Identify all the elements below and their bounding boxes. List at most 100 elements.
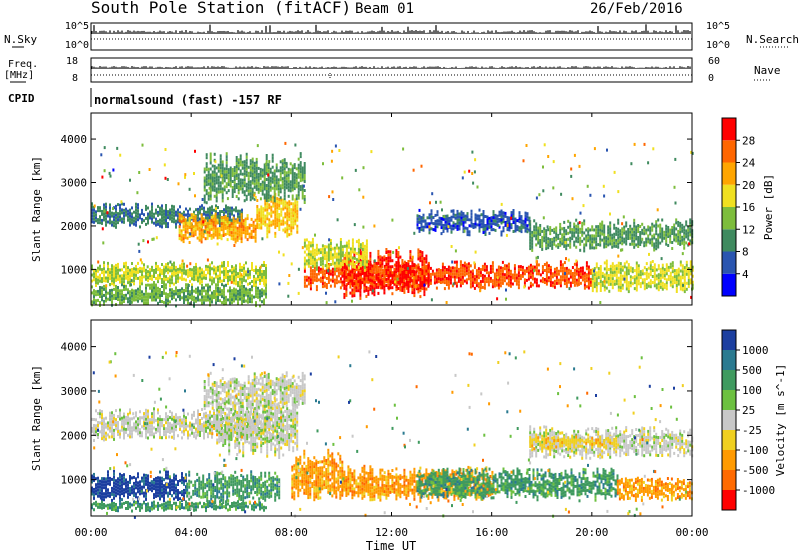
heatmap-cell: [165, 269, 167, 273]
heatmap-cell: [377, 285, 380, 289]
heatmap-cell: [228, 221, 231, 225]
heatmap-cell: [535, 266, 538, 270]
heatmap-cell: [309, 266, 312, 270]
heatmap-cell: [195, 268, 197, 272]
heatmap-cell: [185, 283, 187, 287]
heatmap-cell: [561, 278, 564, 282]
heatmap-cell: [691, 280, 694, 284]
heatmap-cell: [460, 213, 463, 217]
heatmap-cell: [193, 298, 195, 302]
heatmap-cell: [545, 229, 548, 233]
heatmap-cell: [484, 227, 487, 230]
heatmap-cell: [241, 293, 243, 297]
heatmap-cell: [125, 270, 127, 274]
heatmap-cell: [385, 278, 388, 281]
heatmap-cell: [649, 229, 652, 233]
heatmap-cell: [109, 298, 111, 302]
heatmap-cell: [123, 217, 125, 221]
heatmap-cell: [419, 256, 422, 260]
heatmap-cell: [529, 281, 532, 285]
heatmap-cell: [229, 184, 232, 188]
heatmap-cell: [617, 221, 620, 225]
heatmap-cell: [607, 243, 610, 247]
heatmap-cell: [675, 233, 678, 237]
heatmap-cell: [623, 237, 626, 241]
heatmap-cell: [321, 244, 324, 248]
heatmap-cell: [659, 232, 662, 236]
heatmap-cell: [353, 279, 356, 283]
heatmap-cell: [113, 283, 115, 287]
heatmap-cell: [365, 254, 368, 258]
heatmap-cell: [581, 233, 584, 237]
heatmap-cell: [261, 168, 264, 172]
heatmap-cell: [553, 279, 556, 283]
heatmap-cell: [192, 231, 195, 235]
heatmap-cell: [201, 289, 203, 293]
heatmap-cell: [501, 260, 504, 264]
heatmap-cell: [442, 226, 445, 230]
heatmap-cell: [639, 231, 642, 234]
heatmap-cell: [569, 272, 572, 276]
heatmap-cell: [95, 269, 97, 272]
heatmap-cell: [309, 287, 312, 291]
heatmap-cell: [119, 277, 121, 281]
heatmap-cell: [292, 202, 295, 206]
heatmap-cell: [227, 209, 229, 213]
heatmap-cell: [423, 257, 426, 261]
heatmap-cell: [621, 268, 624, 272]
heatmap-cell: [480, 222, 483, 226]
heatmap-cell: [165, 222, 167, 225]
heatmap-cell: [432, 216, 435, 220]
heatmap-cell: [165, 304, 167, 308]
heatmap-cell: [605, 242, 608, 246]
heatmap-cell: [191, 268, 193, 272]
heatmap-cell: [91, 279, 93, 283]
heatmap-cell: [211, 188, 214, 192]
heatmap-cell: [115, 269, 117, 273]
heatmap-cell: [459, 272, 462, 276]
heatmap-cell: [339, 277, 342, 281]
heatmap-cell: [435, 280, 438, 284]
heatmap-cell: [595, 243, 598, 247]
heatmap-cell: [589, 277, 592, 281]
heatmap-cell: [219, 287, 221, 291]
heatmap-cell: [200, 240, 203, 244]
heatmap-cell: [645, 268, 648, 272]
heatmap-cell: [240, 231, 243, 235]
heatmap-cell: [248, 235, 251, 239]
heatmap-cell: [138, 171, 141, 174]
heatmap-cell: [524, 226, 527, 230]
heatmap-cell: [99, 276, 101, 280]
heatmap-cell: [180, 229, 183, 233]
heatmap-cell: [280, 219, 283, 223]
heatmap-cell: [159, 270, 161, 274]
heatmap-cell: [442, 217, 445, 221]
heatmap-cell: [167, 210, 169, 214]
heatmap-cell: [185, 213, 187, 217]
heatmap-cell: [299, 164, 302, 168]
heatmap-cell: [127, 288, 129, 292]
heatmap-cell: [211, 170, 214, 174]
heatmap-cell: [155, 270, 157, 274]
heatmap-cell: [229, 206, 231, 210]
heatmap-cell: [415, 270, 418, 274]
heatmap-cell: [539, 233, 542, 236]
heatmap-cell: [244, 235, 247, 239]
heatmap-cell: [653, 272, 656, 276]
heatmap-cell: [153, 298, 155, 302]
freq-series: [91, 66, 691, 69]
heatmap-cell: [101, 268, 103, 272]
heatmap-cell: [287, 194, 290, 198]
heatmap-cell: [565, 229, 568, 233]
heatmap-cell: [285, 174, 288, 178]
heatmap-cell: [543, 230, 546, 234]
heatmap-cell: [379, 258, 382, 262]
heatmap-cell: [193, 269, 195, 273]
heatmap-cell: [397, 266, 400, 269]
heatmap-cell: [443, 278, 446, 282]
heatmap-cell: [305, 284, 308, 288]
heatmap-cell: [258, 223, 261, 227]
heatmap-cell: [399, 285, 402, 289]
heatmap-cell: [243, 169, 246, 173]
heatmap-cell: [375, 285, 378, 289]
